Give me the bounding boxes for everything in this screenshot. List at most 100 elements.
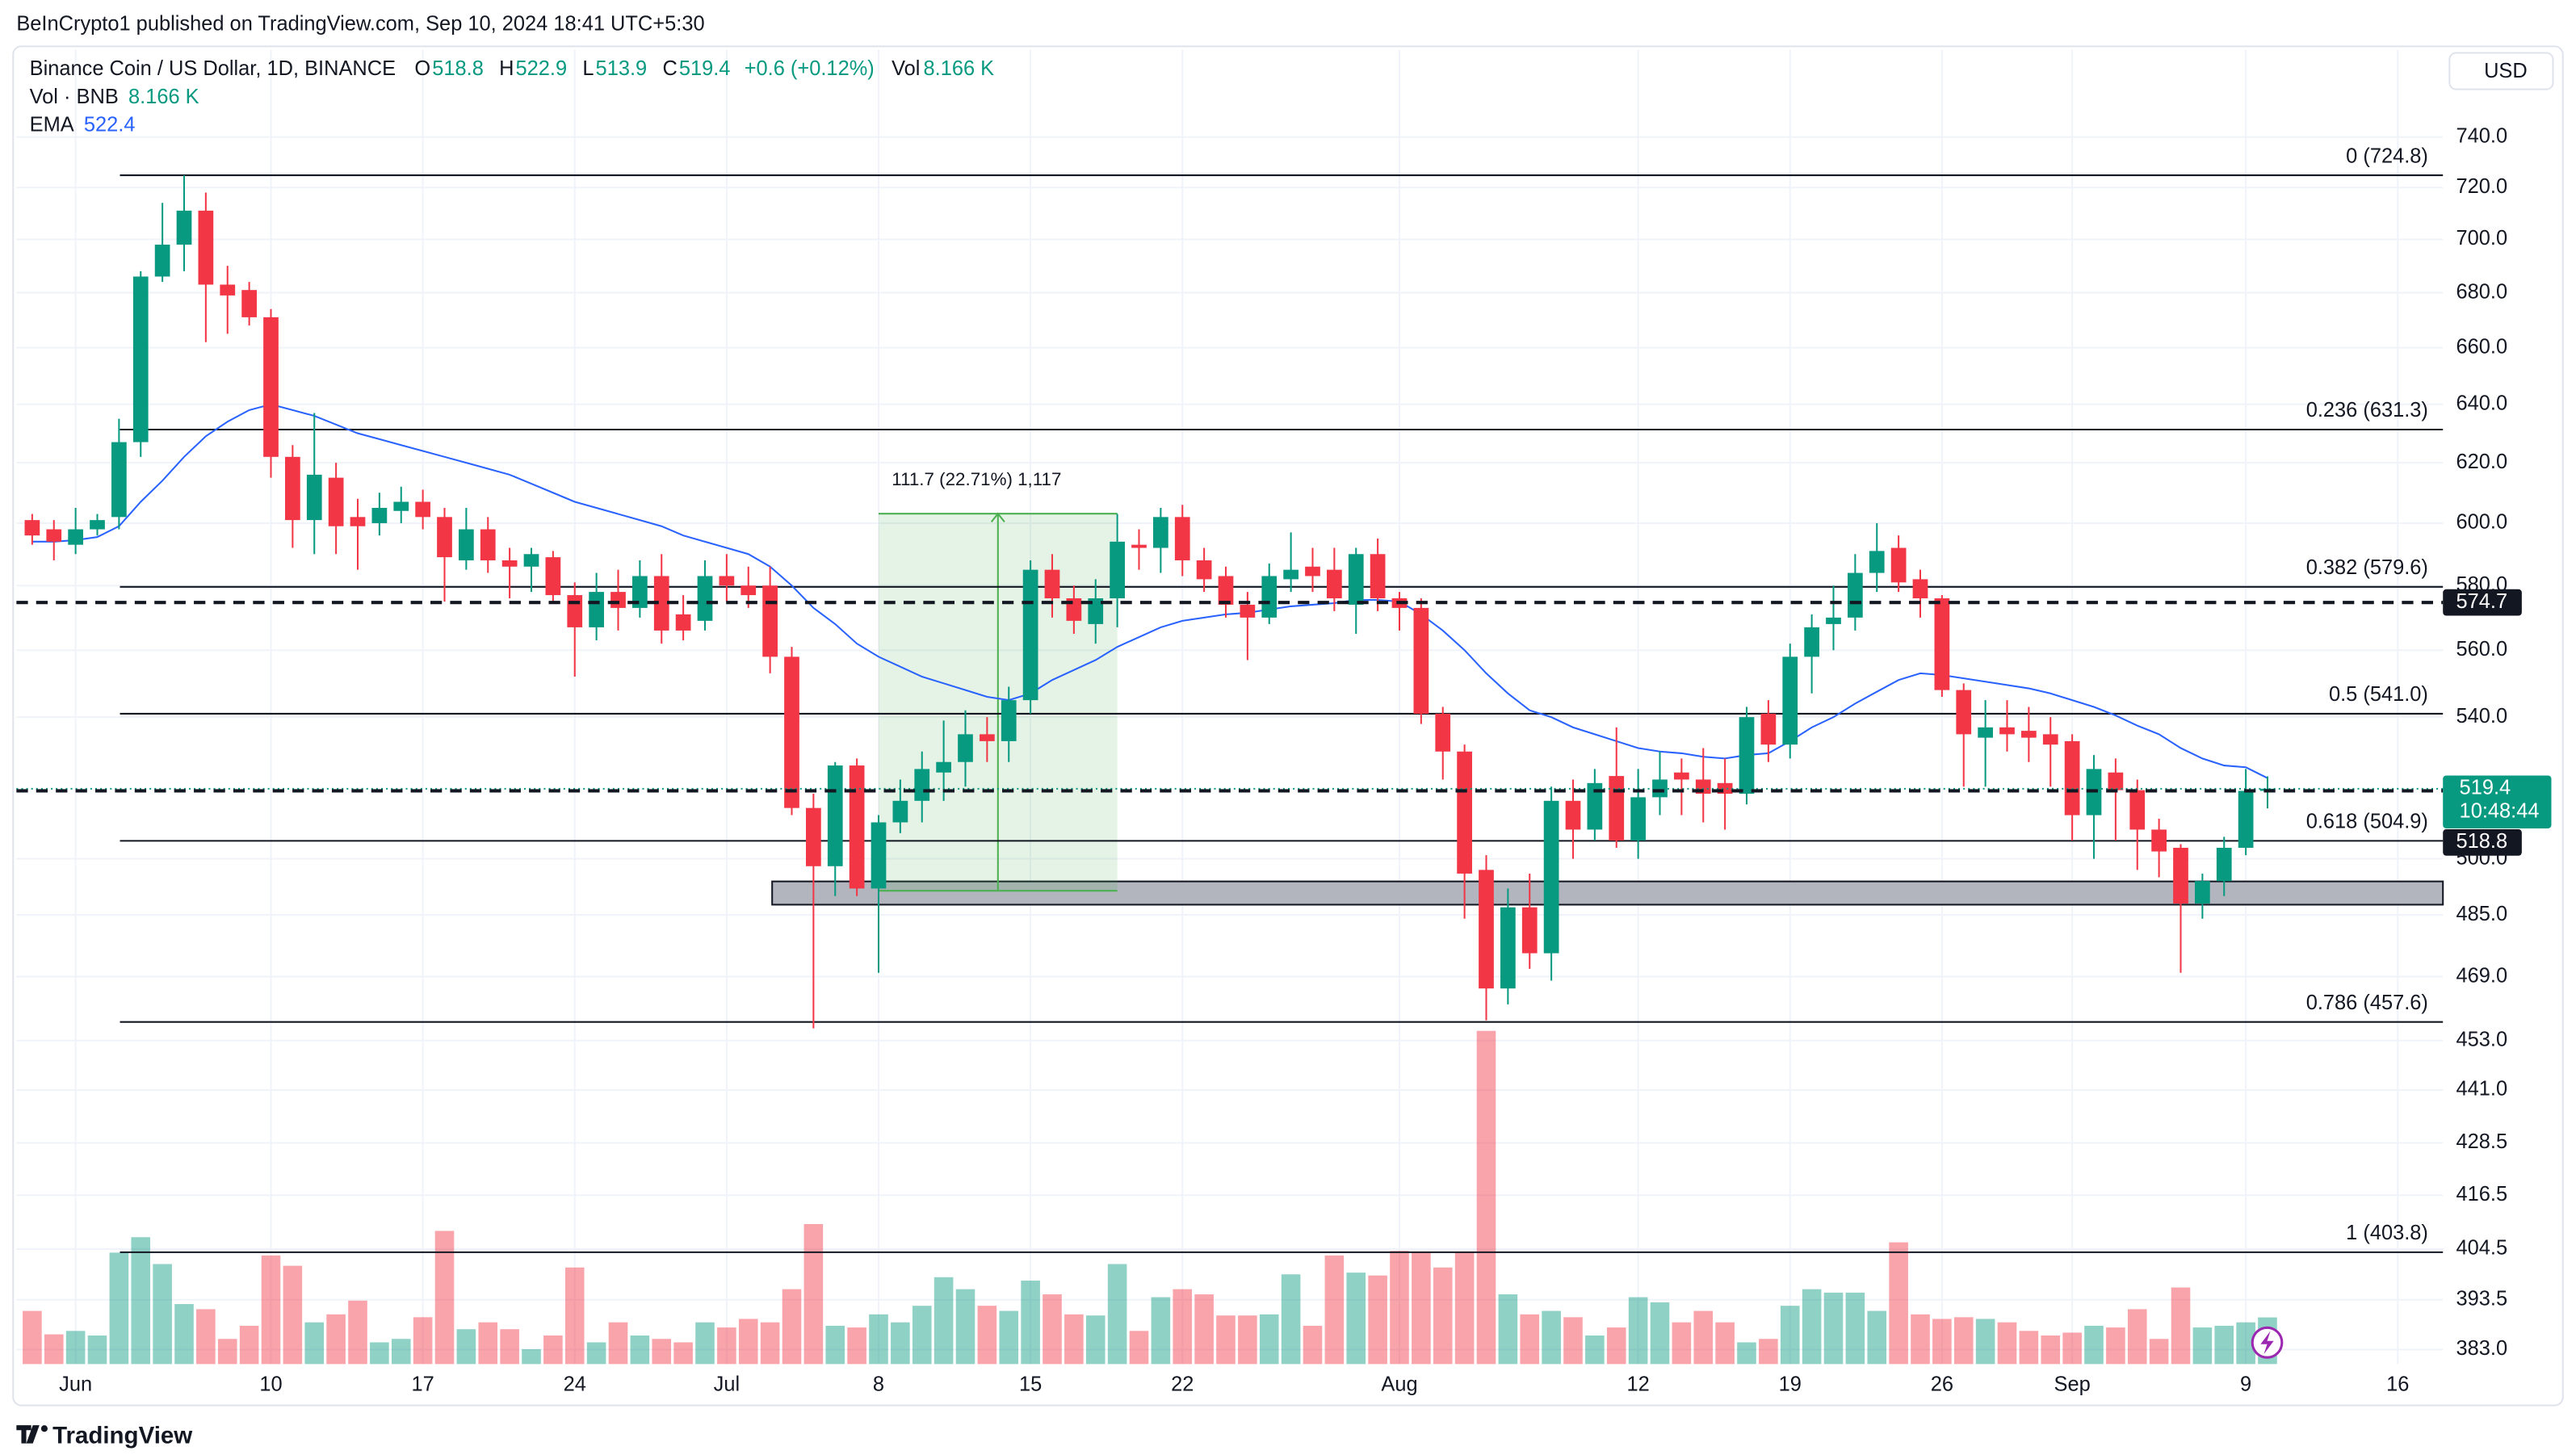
candle-body: [1956, 690, 1972, 735]
last-price-box: [2443, 775, 2552, 828]
volume-bar: [760, 1322, 780, 1365]
legend-vol: Vol: [892, 57, 920, 80]
candle-body: [1196, 560, 1212, 580]
y-tick-label: 383.0: [2456, 1337, 2507, 1360]
volume-bar: [1911, 1314, 1930, 1365]
volume-bar: [478, 1322, 498, 1365]
volume-bar: [1932, 1319, 1952, 1365]
volume-bar: [370, 1342, 389, 1365]
legend-o: O: [414, 57, 430, 80]
candle-body: [1218, 576, 1234, 605]
volume-bar: [543, 1335, 563, 1365]
volume-bar: [1476, 1030, 1496, 1365]
price-label-box: [2443, 829, 2522, 856]
volume-bar: [933, 1277, 954, 1365]
candle-body: [480, 529, 496, 560]
candle-body: [1261, 576, 1278, 618]
volume-bar: [2149, 1339, 2169, 1365]
candle-body: [914, 769, 930, 801]
candle-body: [1088, 598, 1104, 624]
volume-bar: [1368, 1275, 1387, 1365]
volume-bar: [1043, 1294, 1062, 1365]
volume-bar: [955, 1289, 975, 1365]
countdown-label: 10:48:44: [2460, 799, 2540, 822]
volume-bar: [326, 1314, 346, 1365]
candle-body: [827, 765, 843, 866]
y-tick-label: 620.0: [2456, 451, 2507, 473]
candle-body: [2216, 847, 2232, 882]
candle-body: [263, 317, 279, 457]
volume-bar: [153, 1264, 172, 1365]
volume-bar: [1390, 1251, 1409, 1365]
y-tick-label: 453.0: [2456, 1028, 2507, 1050]
volume-bar: [2236, 1322, 2255, 1365]
candle-body: [1934, 598, 1950, 690]
price-lines: [16, 601, 2444, 793]
candle-body: [958, 734, 973, 762]
candle-body: [523, 554, 539, 567]
x-tick-label: Jun: [59, 1373, 92, 1396]
brand-icon: [16, 1425, 40, 1444]
x-tick-label: 9: [2240, 1373, 2251, 1396]
candle-body: [1890, 547, 1907, 583]
volume-bar: [1845, 1292, 1865, 1365]
legend-low: 513.9: [596, 57, 648, 80]
candle-body: [980, 734, 995, 741]
volume-layer: [23, 1030, 2277, 1365]
candle-body: [1001, 700, 1017, 741]
y-tick-label: 740.0: [2456, 124, 2507, 147]
currency-label[interactable]: USD: [2484, 60, 2528, 82]
volume-bar: [1346, 1273, 1366, 1365]
candle-body: [1153, 517, 1168, 548]
y-tick-label: 540.0: [2456, 705, 2507, 728]
volume-bar: [673, 1342, 693, 1365]
candle-body: [784, 656, 799, 808]
x-tick-label: 8: [873, 1373, 884, 1396]
candle-body: [285, 456, 300, 521]
price-label: 518.8: [2456, 830, 2507, 853]
volume-bar: [2192, 1327, 2213, 1365]
candle-body: [762, 585, 778, 657]
volume-bar: [891, 1322, 910, 1365]
volume-bar: [1173, 1289, 1193, 1365]
candle-body: [1999, 727, 2015, 735]
candle-body: [1435, 713, 1451, 752]
currency-button[interactable]: [2448, 52, 2554, 90]
candle-body: [871, 822, 887, 889]
x-tick-label: 12: [1626, 1373, 1649, 1396]
candle-body: [740, 585, 757, 596]
candle-body: [849, 765, 865, 889]
volume-bar: [1737, 1342, 1756, 1365]
candle-body: [892, 800, 908, 823]
candle-body: [806, 807, 821, 866]
volume-bar: [196, 1309, 216, 1365]
candle-body: [1630, 797, 1646, 841]
support-zone: [771, 880, 2444, 906]
candles: [24, 175, 2276, 1029]
fib-label: 0.618 (504.9): [2306, 811, 2428, 833]
candle-body: [1826, 617, 1841, 624]
volume-bar: [456, 1329, 476, 1365]
legend-ema: EMA 522.4: [30, 113, 136, 136]
candle-body: [1327, 569, 1342, 599]
measure-label: 111.7 (22.71%) 1,117: [892, 469, 1061, 489]
candle-body: [675, 614, 691, 631]
candle-body: [2021, 731, 2037, 738]
fib-label: 0.5 (541.0): [2329, 683, 2428, 706]
candle-body: [132, 276, 149, 442]
volume-bar: [1802, 1289, 1822, 1365]
x-tick-label: 10: [259, 1373, 282, 1396]
candle-body: [1521, 907, 1538, 954]
volume-bar: [630, 1335, 650, 1365]
y-tick-label: 560.0: [2456, 638, 2507, 660]
volume-bar: [782, 1289, 802, 1365]
volume-bar: [1064, 1314, 1084, 1365]
volume-bar: [869, 1314, 888, 1365]
volume-bar: [652, 1339, 672, 1365]
candle-body: [1978, 727, 1993, 738]
y-tick-label: 700.0: [2456, 227, 2507, 249]
volume-bar: [1107, 1264, 1127, 1365]
candle-body: [632, 576, 648, 608]
x-tick-label: Jul: [714, 1373, 740, 1396]
candle-body: [2042, 734, 2058, 745]
